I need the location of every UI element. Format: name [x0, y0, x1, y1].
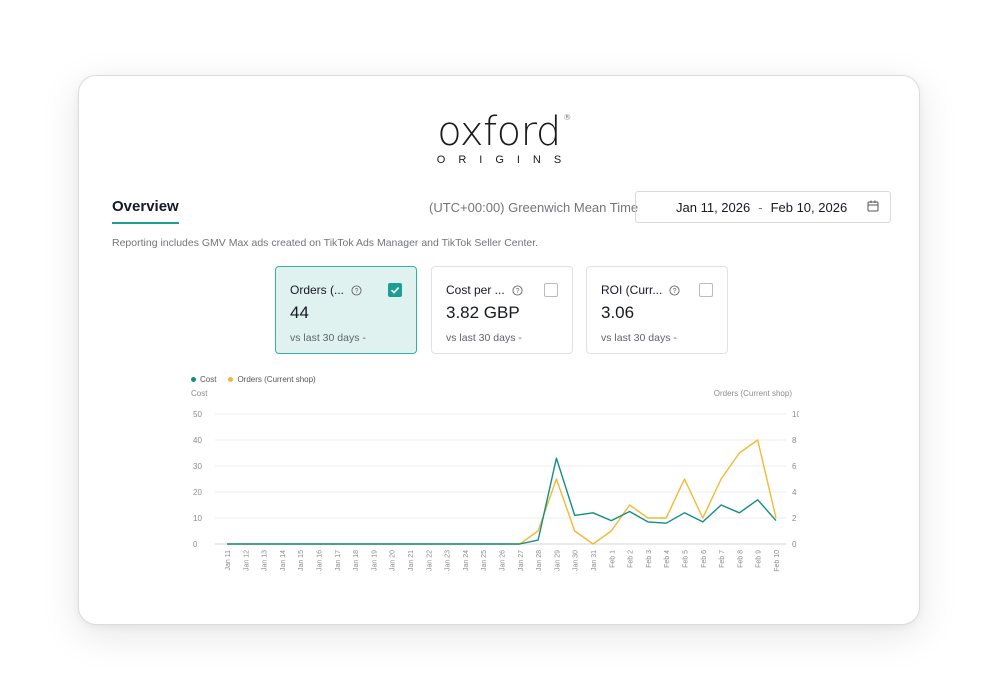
x-tick-label: Jan 11	[225, 550, 232, 571]
metric-card-cost-per[interactable]: Cost per ... ? 3.82 GBP vs last 30 days …	[431, 266, 573, 354]
right-axis-title: Orders (Current shop)	[714, 389, 793, 398]
x-tick-label: Feb 7	[719, 550, 726, 568]
x-tick-label: Jan 24	[463, 550, 470, 571]
right-tick-label: 0	[792, 540, 797, 549]
line-chart: Cost Orders (Current shop) 0 10 20 30 40 50 0 2 4 6…	[191, 389, 799, 572]
x-tick-label: Jan 21	[408, 550, 415, 571]
x-tick-label: Jan 30	[573, 550, 580, 571]
x-tick-label: Jan 23	[445, 550, 452, 571]
help-icon[interactable]: ?	[669, 284, 680, 296]
x-tick-label: Feb 10	[774, 550, 781, 572]
x-tick-label: Jan 31	[591, 550, 598, 571]
x-tick-label: Jan 14	[280, 550, 287, 571]
legend-label: Orders (Current shop)	[237, 375, 316, 384]
metric-comparison: vs last 30 days -	[446, 332, 522, 344]
x-tick-label: Jan 28	[536, 550, 543, 571]
x-tick-label: Jan 20	[390, 550, 397, 571]
x-tick-label: Jan 12	[243, 550, 250, 571]
x-tick-label: Jan 13	[262, 550, 269, 571]
reporting-note: Reporting includes GMV Max ads created o…	[112, 237, 539, 249]
left-tick-label: 30	[193, 462, 202, 471]
x-tick-label: Jan 16	[317, 550, 324, 571]
metric-checkbox[interactable]	[699, 283, 713, 297]
metric-value: 44	[290, 303, 309, 322]
right-tick-label: 6	[792, 462, 797, 471]
tab-overview[interactable]: Overview	[112, 198, 179, 224]
legend-item-orders[interactable]: Orders (Current shop)	[228, 375, 316, 384]
metric-title: ROI (Curr...	[601, 283, 663, 297]
x-tick-label: Feb 5	[683, 550, 690, 568]
x-tick-label: Jan 15	[298, 550, 305, 571]
x-tick-label: Jan 26	[500, 550, 507, 571]
x-tick-label: Feb 9	[756, 550, 763, 568]
left-tick-label: 40	[193, 436, 202, 445]
x-tick-label: Jan 18	[353, 550, 360, 571]
help-icon[interactable]: ?	[351, 284, 362, 296]
x-tick-label: Feb 4	[664, 550, 671, 568]
legend-dot	[228, 377, 234, 382]
left-tick-label: 10	[193, 514, 202, 523]
x-tick-label: Jan 29	[554, 550, 561, 571]
brand-name: oxford	[437, 109, 561, 155]
left-tick-label: 0	[193, 540, 198, 549]
brand-wordmark: oxford ®	[437, 109, 571, 155]
right-tick-label: 2	[792, 514, 797, 523]
date-end: Feb 10, 2026	[770, 199, 848, 215]
legend-dot	[191, 377, 196, 382]
x-tick-label: Jan 22	[426, 550, 433, 571]
help-icon[interactable]: ?	[512, 284, 523, 296]
left-tick-label: 20	[193, 488, 202, 497]
metric-value: 3.82 GBP	[446, 303, 520, 322]
x-tick-label: Jan 19	[371, 550, 378, 571]
date-range-picker[interactable]: Jan 11, 2026 - Feb 10, 2026	[635, 191, 891, 223]
metric-title: Cost per ...	[446, 283, 505, 297]
x-tick-label: Feb 2	[628, 550, 635, 568]
svg-text:?: ?	[355, 287, 359, 294]
x-tick-label: Feb 3	[646, 550, 653, 568]
metric-title: Orders (...	[290, 283, 345, 297]
metric-value: 3.06	[601, 303, 635, 322]
metric-comparison: vs last 30 days -	[290, 332, 366, 344]
metric-comparison: vs last 30 days -	[601, 332, 677, 344]
calendar-icon[interactable]	[867, 200, 879, 212]
metric-checkbox[interactable]	[388, 283, 402, 297]
x-tick-label: Jan 27	[518, 550, 525, 571]
x-tick-label: Jan 25	[481, 550, 488, 571]
x-tick-label: Feb 8	[737, 550, 744, 568]
date-start: Jan 11, 2026	[676, 199, 751, 215]
registered-mark: ®	[563, 113, 571, 122]
legend-label: Cost	[200, 375, 217, 384]
metric-checkbox[interactable]	[544, 283, 558, 297]
brand-tagline: ORIGINS	[436, 154, 575, 166]
x-tick-label: Jan 17	[335, 550, 342, 571]
timezone-label: (UTC+00:00) Greenwich Mean Time	[429, 200, 639, 215]
legend-item-cost[interactable]: Cost	[191, 375, 216, 384]
metric-card-roi[interactable]: ROI (Curr... ? 3.06 vs last 30 days -	[586, 266, 728, 354]
x-tick-label: Feb 1	[609, 550, 616, 568]
svg-text:?: ?	[673, 287, 677, 294]
date-separator: -	[758, 199, 763, 215]
cost-series-line	[227, 457, 777, 545]
right-tick-label: 10	[792, 410, 799, 419]
left-tick-label: 50	[193, 410, 202, 419]
x-tick-label: Feb 6	[701, 550, 708, 568]
chart-legend: Cost Orders (Current shop)	[191, 375, 328, 384]
right-tick-label: 4	[792, 488, 797, 497]
left-axis-title: Cost	[191, 389, 208, 398]
svg-text:?: ?	[515, 287, 519, 294]
check-icon	[390, 287, 400, 294]
right-tick-label: 8	[792, 436, 797, 445]
overview-card: oxford ® ORIGINS Overview (UTC+00:00) Gr…	[78, 75, 920, 625]
brand-logo: oxford ® ORIGINS	[79, 112, 919, 166]
metric-card-orders[interactable]: Orders (... ? 44 vs last 30 days -	[275, 266, 417, 354]
